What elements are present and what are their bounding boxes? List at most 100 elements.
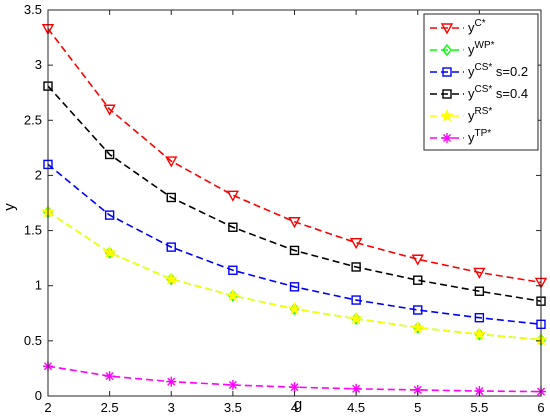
series-1	[41, 24, 548, 289]
asterisk-stroke	[352, 384, 361, 393]
y-tick-label: 1	[35, 278, 42, 293]
legend-label-base: y	[468, 108, 475, 123]
legend-label-base: y	[468, 130, 475, 145]
asterisk-stroke	[105, 372, 114, 381]
marker-square	[228, 222, 238, 232]
x-tick-label: 4	[291, 400, 298, 415]
marker-asterisk	[289, 382, 300, 393]
series-line	[47, 28, 542, 284]
marker-square	[413, 305, 423, 315]
marker-triangle	[165, 156, 178, 168]
y-tick-label: 3	[35, 57, 42, 72]
legend-item-5: yRS*	[430, 106, 492, 123]
marker-asterisk	[412, 384, 423, 395]
marker-square	[474, 312, 485, 323]
series-5	[41, 204, 548, 346]
x-axis-label: g	[294, 396, 302, 413]
legend-label-base: y	[468, 64, 475, 79]
marker-diamond	[442, 43, 452, 57]
marker-triangle	[226, 190, 240, 202]
series-line	[47, 85, 542, 302]
marker-triangle	[440, 23, 454, 35]
marker-star	[349, 311, 363, 325]
y-tick-label: 1.5	[24, 223, 42, 238]
marker-asterisk	[227, 379, 238, 390]
x-tick-label: 3	[168, 400, 175, 415]
x-tick-label: 2.5	[101, 400, 119, 415]
legend-label-sup: TP*	[475, 128, 492, 139]
legend-label-base: y	[468, 86, 475, 101]
marker-star	[410, 320, 425, 334]
marker-triangle	[411, 254, 424, 266]
legend-label-base: y	[468, 20, 475, 35]
legend-item-3: yCS* s=0.2	[430, 62, 528, 79]
legend-label-sup: CS*	[475, 84, 493, 95]
marker-square	[166, 192, 176, 203]
asterisk-stroke	[290, 383, 299, 392]
marker-star	[226, 288, 240, 302]
y-axis-label: y	[1, 203, 18, 211]
marker-triangle	[103, 104, 116, 116]
marker-square	[104, 149, 115, 160]
marker-square	[289, 282, 300, 292]
legend-label-sup: C*	[475, 18, 486, 29]
marker-star	[102, 245, 117, 259]
legend-label: yC*	[468, 18, 486, 35]
legend-label-suffix: s=0.4	[492, 86, 528, 101]
marker-asterisk	[104, 371, 115, 382]
marker-square	[442, 89, 452, 99]
marker-star	[472, 327, 487, 340]
legend-label-sup: CS*	[475, 62, 493, 73]
marker-star	[164, 272, 179, 285]
legend-item-6: yTP*	[430, 128, 491, 145]
legend-label: yWP*	[468, 40, 495, 57]
marker-square	[104, 210, 115, 220]
marker-square	[228, 265, 238, 275]
marker-square	[166, 242, 176, 252]
y-tick-label: 3.5	[24, 2, 42, 17]
legend-item-4: yCS* s=0.4	[430, 84, 528, 101]
legend-label: yCS* s=0.4	[468, 84, 528, 101]
legend-label: yCS* s=0.2	[468, 62, 528, 79]
axes: 2 2.5 3 3.5 4 4.5 5 5.5 6 0 0.5 1 1.5 2 2.5 3 3.5	[24, 2, 545, 415]
y-tick-label: 2.5	[24, 112, 42, 127]
marker-triangle	[349, 238, 363, 250]
x-tick-label: 6	[537, 400, 544, 415]
series-line	[47, 163, 542, 326]
asterisk-stroke	[167, 377, 176, 386]
legend-label-suffix: s=0.2	[492, 64, 528, 79]
marker-square	[351, 262, 361, 272]
marker-square	[442, 67, 452, 77]
y-tick-label: 0	[35, 388, 42, 403]
x-tick-label: 2	[44, 400, 51, 415]
marker-triangle	[473, 267, 486, 279]
legend-label: yRS*	[468, 106, 492, 123]
x-tick-label: 5	[414, 400, 421, 415]
y-tick-label: 0.5	[24, 333, 42, 348]
legend-label-sup: RS*	[475, 106, 493, 117]
legend-item-1: yC*	[430, 18, 486, 35]
x-tick-label: 3.5	[224, 400, 242, 415]
marker-asterisk	[351, 383, 362, 394]
marker-square	[474, 286, 485, 296]
legend-item-2: yWP*	[430, 40, 495, 57]
asterisk-stroke	[413, 385, 422, 394]
asterisk-stroke	[442, 133, 452, 143]
marker-star	[440, 108, 454, 122]
marker-triangle	[288, 217, 301, 229]
marker-square	[289, 245, 300, 256]
x-tick-label: 5.5	[470, 400, 488, 415]
marker-asterisk	[442, 133, 452, 143]
asterisk-stroke	[228, 380, 237, 390]
marker-star	[287, 301, 302, 315]
y-tick-label: 2	[35, 167, 42, 182]
marker-square	[413, 275, 423, 285]
legend-label: yTP*	[468, 128, 491, 145]
legend-box	[423, 13, 539, 151]
x-tick-label: 4.5	[347, 400, 365, 415]
legend-label-sup: WP*	[475, 40, 495, 51]
marker-square	[351, 295, 361, 305]
marker-asterisk	[166, 376, 177, 387]
